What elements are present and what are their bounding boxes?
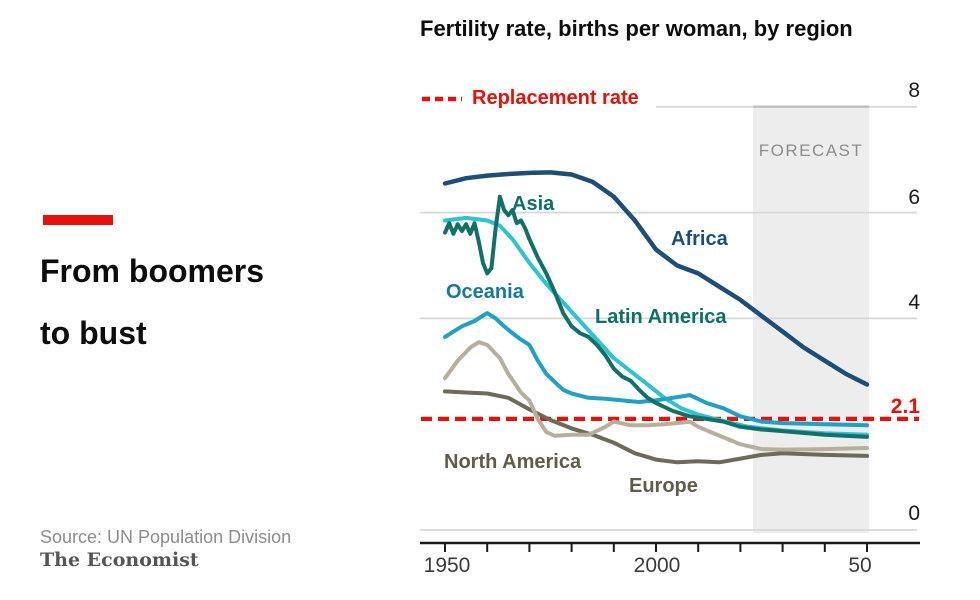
publication-name: The Economist: [40, 549, 199, 571]
x-axis: [420, 541, 920, 552]
replacement-rate-legend-label: Replacement rate: [472, 87, 639, 109]
replacement-dash-swatch-icon: [422, 96, 462, 101]
series-label-asia: Asia: [512, 193, 555, 215]
series-label-north-america: North America: [444, 451, 582, 473]
series-lines: [442, 170, 870, 465]
series-label-oceania: Oceania: [446, 281, 524, 303]
line-asia: [443, 194, 869, 439]
series-label-africa: Africa: [671, 228, 728, 250]
line-africa: [442, 170, 870, 387]
replacement-rate-legend: Replacement rate: [420, 87, 639, 110]
source-note: Source: UN Population Division: [40, 527, 292, 547]
y-axis-tick-8: 8: [908, 79, 920, 102]
line-oceania: [443, 311, 869, 428]
x-axis-tick-2050: 50: [848, 554, 872, 577]
y-axis-tick-0: 0: [908, 502, 920, 525]
gridlines: [420, 105, 917, 531]
x-axis-tick-2000: 2000: [633, 554, 681, 577]
y-axis-tick-6: 6: [908, 186, 920, 209]
forecast-band-label: FORECAST: [758, 141, 864, 160]
page-title: From boomers to bust: [40, 240, 370, 364]
series-label-latin-america: Latin America: [595, 306, 727, 328]
headline-line-2: to bust: [40, 315, 147, 351]
replacement-rate-value-label: 2.1: [890, 395, 920, 418]
chart-title: Fertility rate, births per woman, by reg…: [420, 16, 853, 41]
line-europe: [443, 389, 869, 465]
y-axis-tick-4: 4: [908, 291, 920, 314]
line-north-america: [443, 340, 869, 452]
headline-line-1: From boomers: [40, 253, 265, 289]
x-axis-tick-1950: 1950: [423, 554, 471, 577]
headline-accent-bar: [43, 215, 113, 225]
series-label-europe: Europe: [629, 475, 698, 497]
